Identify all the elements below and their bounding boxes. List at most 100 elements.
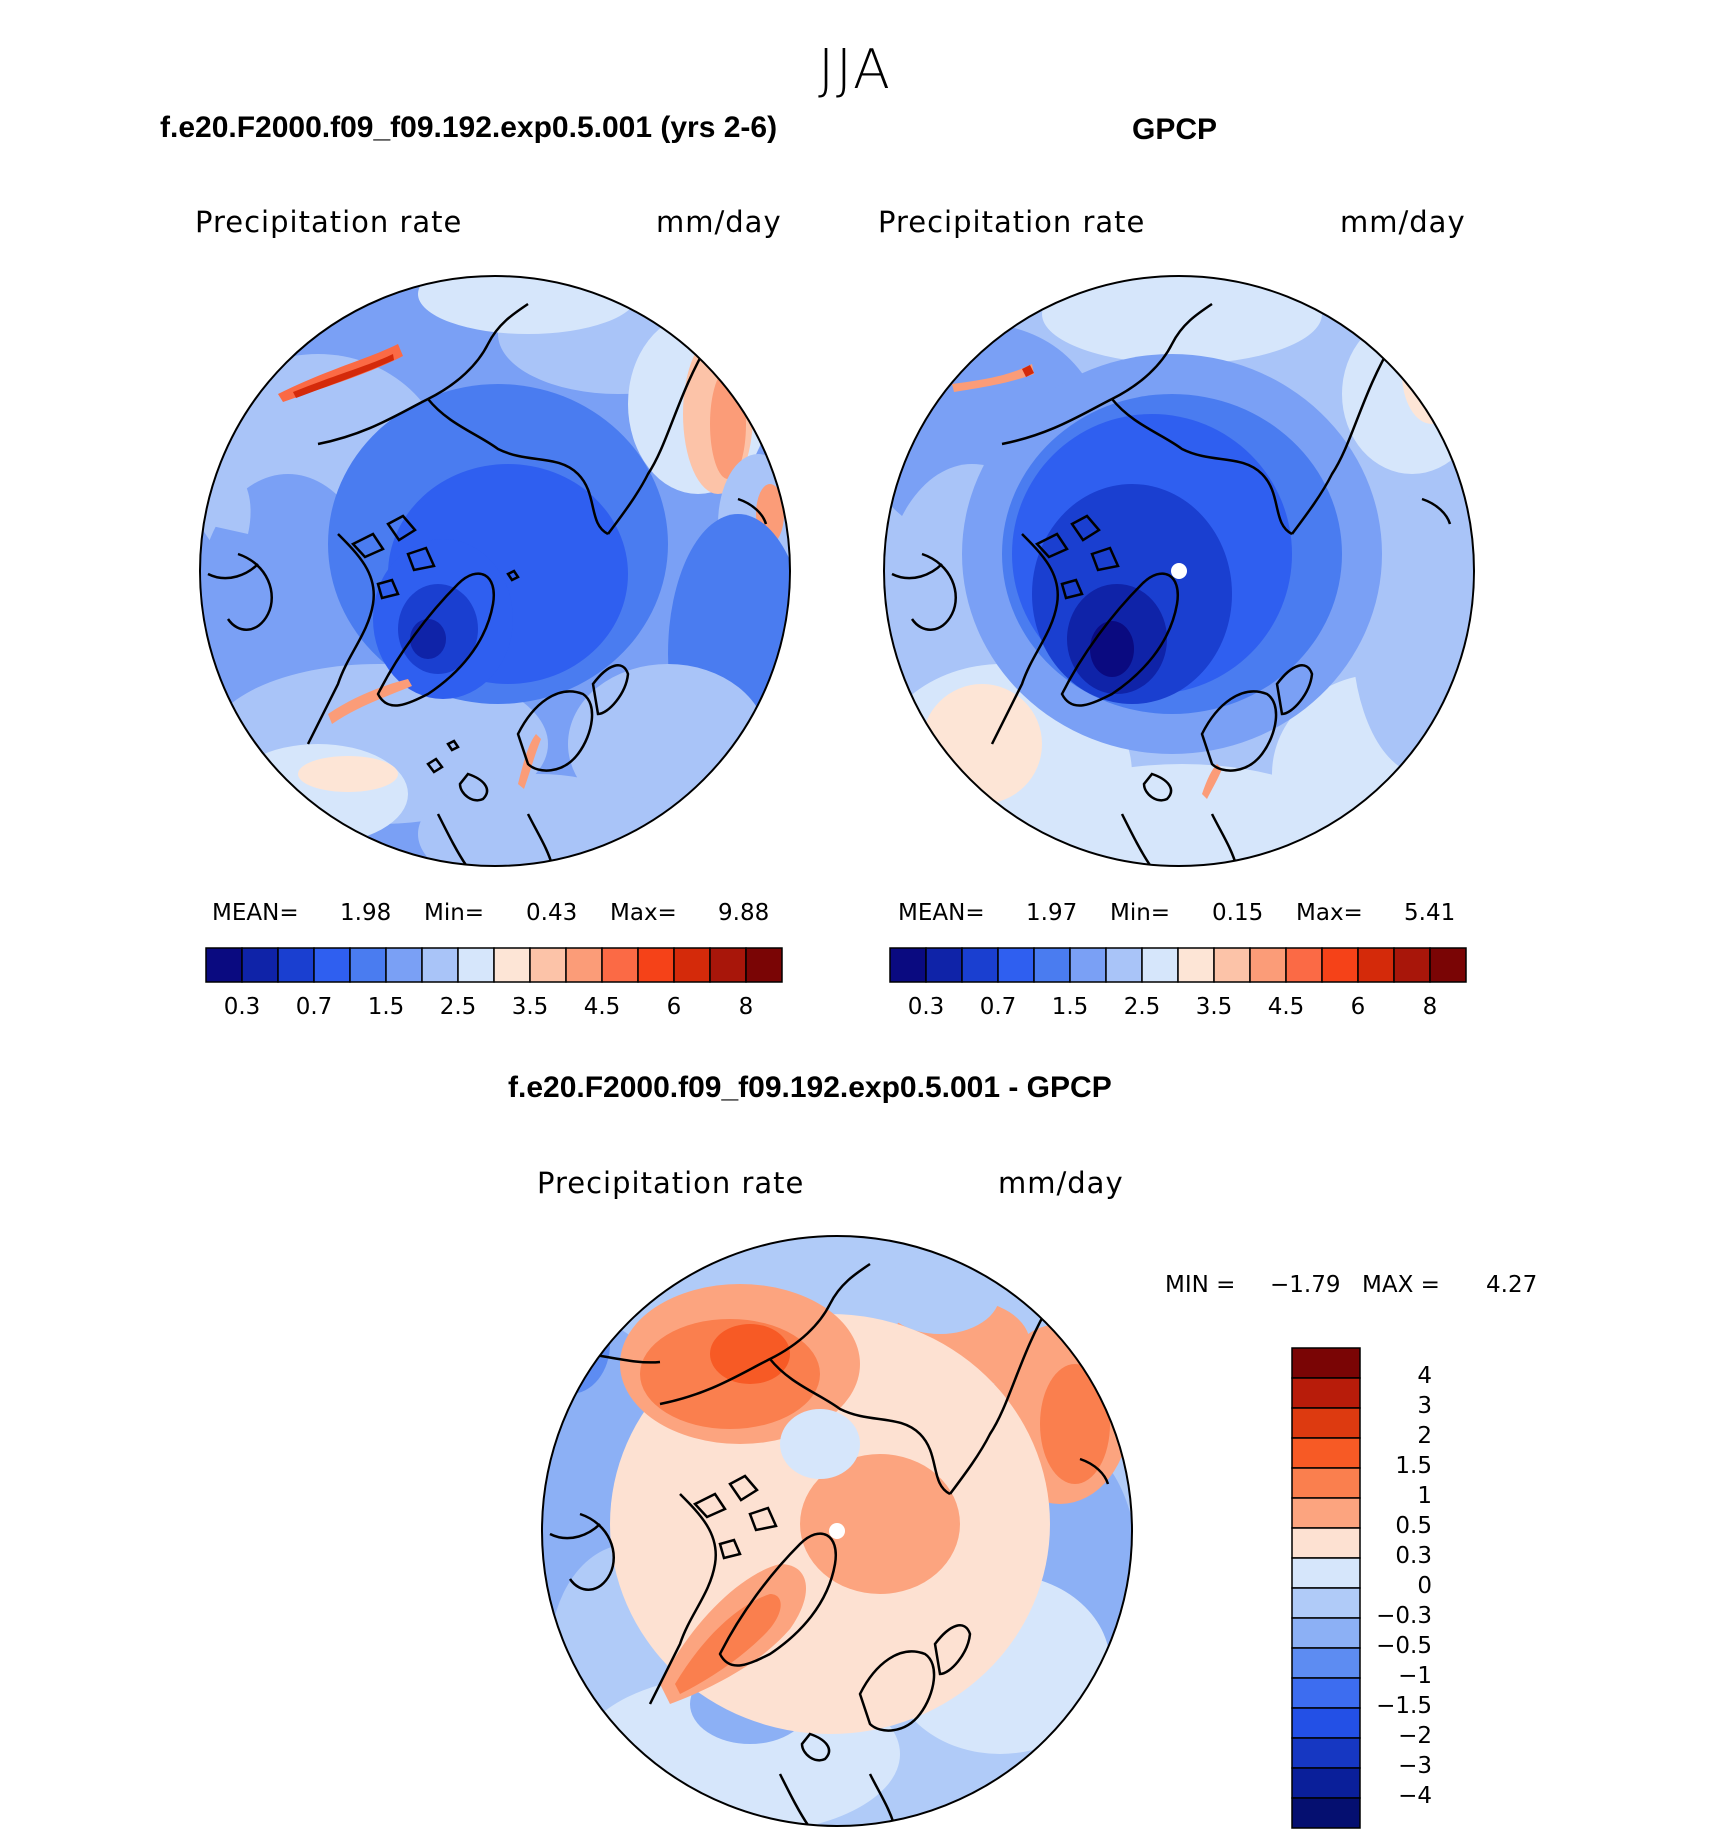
obs-units-label: mm/day: [1340, 205, 1466, 239]
diff-min-label: MIN =: [1165, 1272, 1236, 1298]
diff-colorbar-swatch: [1291, 1497, 1361, 1529]
obs-colorbar-swatch: [1105, 947, 1143, 983]
model-colorbar-swatch: [709, 947, 747, 983]
obs-max-value: 5.41: [1404, 900, 1456, 926]
model-colorbar-tick-label: 0.7: [295, 994, 333, 1020]
model-colorbar-tick-label: 0.3: [223, 994, 261, 1020]
obs-colorbar-swatch: [1213, 947, 1251, 983]
obs-colorbar-swatch: [1429, 947, 1467, 983]
model-min-label: Min=: [424, 900, 485, 926]
diff-max-value: 4.27: [1486, 1272, 1538, 1298]
diff-colorbar-tick-label: 0: [1417, 1573, 1432, 1599]
diff-colorbar-swatch: [1291, 1527, 1361, 1559]
obs-colorbar-tick-label: 6: [1350, 994, 1366, 1020]
obs-panel-title: GPCP: [1132, 113, 1218, 146]
model-colorbar-swatch: [205, 947, 243, 983]
obs-colorbar-tick-label: 3.5: [1195, 994, 1233, 1020]
obs-mean-value: 1.97: [1026, 900, 1078, 926]
model-colorbar-swatch: [457, 947, 495, 983]
diff-colorbar-swatch: [1291, 1467, 1361, 1499]
obs-polar-map: [883, 275, 1475, 867]
model-colorbar-tick-label: 8: [738, 994, 754, 1020]
model-polar-map: [199, 275, 791, 867]
obs-colorbar-swatch: [1393, 947, 1431, 983]
model-colorbar-swatch: [601, 947, 639, 983]
diff-colorbar-swatch: [1291, 1707, 1361, 1739]
model-min-value: 0.43: [526, 900, 578, 926]
diff-colorbar-swatch: [1291, 1437, 1361, 1469]
model-units-label: mm/day: [656, 205, 782, 239]
diff-colorbar-tick-label: 1.5: [1395, 1453, 1432, 1479]
diff-colorbar-tick-label: −3: [1398, 1753, 1432, 1779]
diff-colorbar-swatch: [1291, 1647, 1361, 1679]
diff-max-label: MAX =: [1362, 1272, 1440, 1298]
model-colorbar-swatch: [313, 947, 351, 983]
model-colorbar-swatch: [241, 947, 279, 983]
model-colorbar-tick-label: 3.5: [511, 994, 549, 1020]
obs-colorbar-swatch: [1321, 947, 1359, 983]
diff-min-value: −1.79: [1270, 1272, 1341, 1298]
model-colorbar-swatch: [637, 947, 675, 983]
obs-colorbar-tick-label: 1.5: [1051, 994, 1089, 1020]
obs-colorbar-swatch: [1177, 947, 1215, 983]
obs-colorbar-tick-label: 0.3: [907, 994, 945, 1020]
obs-colorbar-tick-label: 8: [1422, 994, 1438, 1020]
obs-colorbar-swatch: [1249, 947, 1287, 983]
diff-colorbar-tick-label: −1.5: [1376, 1693, 1432, 1719]
diff-colorbar-swatch: [1291, 1677, 1361, 1709]
obs-max-label: Max=: [1296, 900, 1363, 926]
obs-min-label: Min=: [1110, 900, 1171, 926]
obs-colorbar: [889, 947, 1467, 983]
diff-polar-map: [541, 1235, 1133, 1827]
diff-colorbar-swatch: [1291, 1557, 1361, 1589]
obs-min-value: 0.15: [1212, 900, 1264, 926]
diff-colorbar-tick-label: −0.5: [1376, 1633, 1432, 1659]
model-colorbar-swatch: [385, 947, 423, 983]
diff-colorbar-swatch: [1291, 1737, 1361, 1769]
obs-colorbar-swatch: [1357, 947, 1395, 983]
model-colorbar-tick-label: 4.5: [583, 994, 621, 1020]
model-colorbar-tick-label: 6: [666, 994, 682, 1020]
diff-colorbar-tick-label: 3: [1417, 1393, 1432, 1419]
model-max-value: 9.88: [718, 900, 770, 926]
obs-colorbar-swatch: [1069, 947, 1107, 983]
obs-colorbar-tick-label: 0.7: [979, 994, 1017, 1020]
obs-colorbar-swatch: [1033, 947, 1071, 983]
model-variable-label: Precipitation rate: [195, 205, 463, 239]
model-colorbar-swatch: [493, 947, 531, 983]
diff-colorbar-tick-label: 0.5: [1395, 1513, 1432, 1539]
model-colorbar-swatch: [565, 947, 603, 983]
diff-colorbar-tick-label: −2: [1398, 1723, 1432, 1749]
obs-colorbar-tick-label: 2.5: [1123, 994, 1161, 1020]
obs-variable-label: Precipitation rate: [878, 205, 1146, 239]
obs-colorbar-swatch: [925, 947, 963, 983]
diff-colorbar-tick-label: 4: [1417, 1363, 1432, 1389]
obs-colorbar-swatch: [961, 947, 999, 983]
figure-season-title: JJA: [818, 38, 892, 101]
model-colorbar: [205, 947, 783, 983]
model-colorbar-swatch: [673, 947, 711, 983]
diff-colorbar-tick-label: 1: [1417, 1483, 1432, 1509]
diff-colorbar-swatch: [1291, 1767, 1361, 1799]
model-colorbar-tick-label: 1.5: [367, 994, 405, 1020]
obs-colorbar-tick-label: 4.5: [1267, 994, 1305, 1020]
model-colorbar-tick-label: 2.5: [439, 994, 477, 1020]
diff-colorbar-swatch: [1291, 1347, 1361, 1379]
diff-colorbar-tick-label: 0.3: [1395, 1543, 1432, 1569]
diff-colorbar-swatch: [1291, 1587, 1361, 1619]
model-mean-label: MEAN=: [212, 900, 299, 926]
obs-colorbar-swatch: [889, 947, 927, 983]
model-colorbar-swatch: [745, 947, 783, 983]
diff-colorbar-tick-label: −0.3: [1376, 1603, 1432, 1629]
diff-colorbar-swatch: [1291, 1377, 1361, 1409]
model-panel-title: f.e20.F2000.f09_f09.192.exp0.5.001 (yrs …: [160, 111, 778, 144]
diff-colorbar-swatch: [1291, 1617, 1361, 1649]
obs-mean-label: MEAN=: [898, 900, 985, 926]
model-max-label: Max=: [610, 900, 677, 926]
obs-colorbar-swatch: [997, 947, 1035, 983]
model-mean-value: 1.98: [340, 900, 392, 926]
model-colorbar-swatch: [529, 947, 567, 983]
diff-colorbar-tick-label: −1: [1398, 1663, 1432, 1689]
model-colorbar-swatch: [349, 947, 387, 983]
diff-colorbar-swatch: [1291, 1407, 1361, 1439]
